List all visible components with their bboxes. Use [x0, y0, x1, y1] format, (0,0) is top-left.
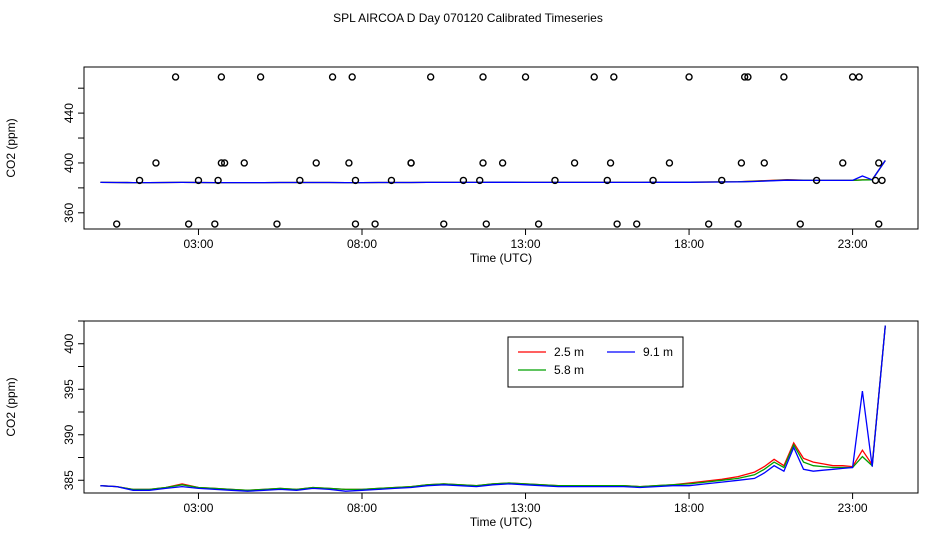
y-axis-label: CO2 (ppm) — [4, 118, 18, 177]
outlier-point — [328, 73, 337, 81]
outlier-point — [521, 73, 530, 81]
outlier-point — [839, 159, 847, 167]
outlier-point — [744, 73, 752, 81]
y-tick-label: 390 — [62, 424, 76, 444]
outlier-point — [217, 73, 226, 81]
outlier-point — [633, 220, 641, 228]
outlier-point — [351, 176, 360, 185]
outlier-point — [220, 159, 229, 167]
outlier-point — [371, 220, 379, 228]
outlier-point — [387, 176, 396, 185]
x-tick-label: 18:00 — [674, 501, 704, 515]
x-tick-label: 13:00 — [511, 501, 541, 515]
outlier-point — [459, 176, 468, 185]
outlier-point — [590, 73, 598, 81]
outlier-point — [273, 220, 281, 228]
outlier-point — [135, 176, 144, 185]
legend-label: 5.8 m — [554, 363, 584, 377]
x-tick-label: 13:00 — [511, 237, 541, 251]
outlier-point — [875, 159, 883, 167]
x-tick-label: 08:00 — [347, 501, 377, 515]
outlier-point — [217, 159, 226, 167]
top-panel: 03:00 08:00 13:00 18:00 23:00 360 400 440 Time (… — [4, 66, 919, 265]
x-tick-label: 08:00 — [347, 237, 377, 251]
outlier-point — [498, 159, 507, 167]
outlier-point — [610, 73, 618, 81]
y-tick-label: 395 — [62, 379, 76, 399]
outlier-point — [211, 220, 219, 228]
outlier-point — [704, 220, 713, 228]
outlier-point — [345, 159, 353, 167]
bottom-panel: 03:00 08:00 13:00 18:00 23:00 385 390 395 400 Tim… — [4, 320, 919, 529]
y-tick-label: 385 — [62, 470, 76, 490]
legend-label: 2.5 m — [554, 345, 584, 359]
outlier-point — [649, 176, 657, 185]
outlier-point — [482, 220, 490, 228]
series-group — [100, 325, 886, 492]
outlier-point — [351, 220, 360, 228]
outlier-point — [760, 159, 768, 167]
outlier-point — [812, 176, 821, 185]
outlier-point — [796, 220, 804, 228]
outlier-point — [570, 159, 579, 167]
outlier-point — [718, 176, 726, 185]
plot-frame — [83, 66, 919, 230]
outlier-point — [551, 176, 559, 185]
outlier-point — [665, 159, 674, 167]
outlier-point — [734, 220, 742, 228]
series-line-9-1-m — [100, 325, 886, 492]
y-tick-label: 360 — [62, 202, 76, 222]
y-axis-label: CO2 (ppm) — [4, 377, 18, 436]
outlier-point — [740, 73, 749, 81]
x-axis-label: Time (UTC) — [470, 515, 532, 529]
outlier-point — [606, 159, 615, 167]
outlier-point — [440, 220, 448, 228]
outlier-point — [240, 159, 248, 167]
x-tick-label: 03:00 — [183, 237, 213, 251]
outlier-point — [476, 176, 484, 185]
outlier-point — [256, 73, 265, 81]
outlier-point — [534, 220, 543, 228]
figure-title: SPL AIRCOA D Day 070120 Calibrated Times… — [333, 11, 603, 25]
outlier-point — [878, 176, 886, 185]
outlier-point — [407, 159, 415, 167]
outlier-point — [613, 220, 621, 228]
outlier-point — [685, 73, 693, 81]
x-tick-label: 03:00 — [183, 501, 213, 515]
legend-label: 9.1 m — [643, 345, 673, 359]
outlier-point — [875, 220, 883, 228]
y-tick-label: 400 — [62, 153, 76, 173]
outlier-point — [603, 176, 611, 185]
series-line-9-1-m — [100, 160, 886, 184]
y-tick-label: 400 — [62, 333, 76, 353]
y-tick-label: 440 — [62, 103, 76, 123]
outlier-point — [312, 159, 320, 167]
x-tick-label: 18:00 — [674, 237, 704, 251]
outlier-point — [479, 159, 487, 167]
outlier-point — [171, 73, 180, 81]
outlier-point — [184, 220, 193, 228]
series-group — [100, 160, 886, 184]
outlier-point — [855, 73, 863, 81]
outlier-point — [152, 159, 160, 167]
outlier-point — [780, 73, 788, 81]
x-tick-label: 23:00 — [838, 237, 868, 251]
outlier-point — [194, 176, 203, 185]
outlier-point — [479, 73, 487, 81]
x-axis-label: Time (UTC) — [470, 251, 532, 265]
series-line-5-8-m — [100, 325, 886, 491]
legend-box — [507, 336, 684, 388]
plot-frame — [83, 320, 919, 494]
outlier-point — [426, 73, 435, 81]
x-tick-label: 23:00 — [838, 501, 868, 515]
outlier-point — [348, 73, 356, 81]
outlier-point — [296, 176, 304, 185]
outlier-point — [214, 176, 222, 185]
outlier-point — [737, 159, 746, 167]
outlier-point — [113, 220, 121, 228]
